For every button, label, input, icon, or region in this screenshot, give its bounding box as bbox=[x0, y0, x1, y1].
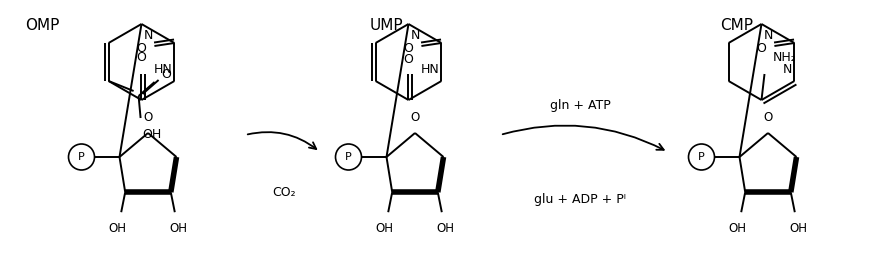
Text: OH: OH bbox=[108, 222, 126, 235]
Text: P: P bbox=[345, 152, 352, 162]
Text: O: O bbox=[137, 42, 146, 55]
Text: O: O bbox=[137, 51, 146, 64]
Text: gln + ATP: gln + ATP bbox=[549, 99, 610, 112]
Text: OH: OH bbox=[729, 222, 746, 235]
Text: N: N bbox=[410, 29, 420, 42]
Text: UMP: UMP bbox=[370, 18, 404, 33]
Text: CO₂: CO₂ bbox=[273, 186, 295, 198]
Text: NH₂: NH₂ bbox=[773, 51, 796, 64]
Text: P: P bbox=[699, 152, 705, 162]
Text: O: O bbox=[161, 68, 171, 81]
Text: N: N bbox=[144, 29, 153, 42]
Text: O: O bbox=[764, 111, 773, 124]
Text: glu + ADP + Pᴵ: glu + ADP + Pᴵ bbox=[534, 193, 626, 206]
Text: HN: HN bbox=[153, 63, 172, 76]
Text: O: O bbox=[404, 42, 414, 55]
Text: OH: OH bbox=[170, 222, 188, 235]
Text: OH: OH bbox=[437, 222, 455, 235]
Text: HN: HN bbox=[421, 63, 439, 76]
Text: O: O bbox=[410, 111, 420, 124]
Text: CMP: CMP bbox=[720, 18, 753, 33]
Text: OH: OH bbox=[375, 222, 393, 235]
Text: O: O bbox=[404, 53, 414, 66]
Text: P: P bbox=[78, 152, 85, 162]
Text: O: O bbox=[144, 111, 153, 124]
Text: N: N bbox=[764, 29, 773, 42]
Text: N: N bbox=[783, 63, 792, 76]
Text: OH: OH bbox=[143, 128, 161, 141]
Text: O: O bbox=[757, 42, 766, 55]
Text: OH: OH bbox=[789, 222, 808, 235]
Text: OMP: OMP bbox=[25, 18, 59, 33]
